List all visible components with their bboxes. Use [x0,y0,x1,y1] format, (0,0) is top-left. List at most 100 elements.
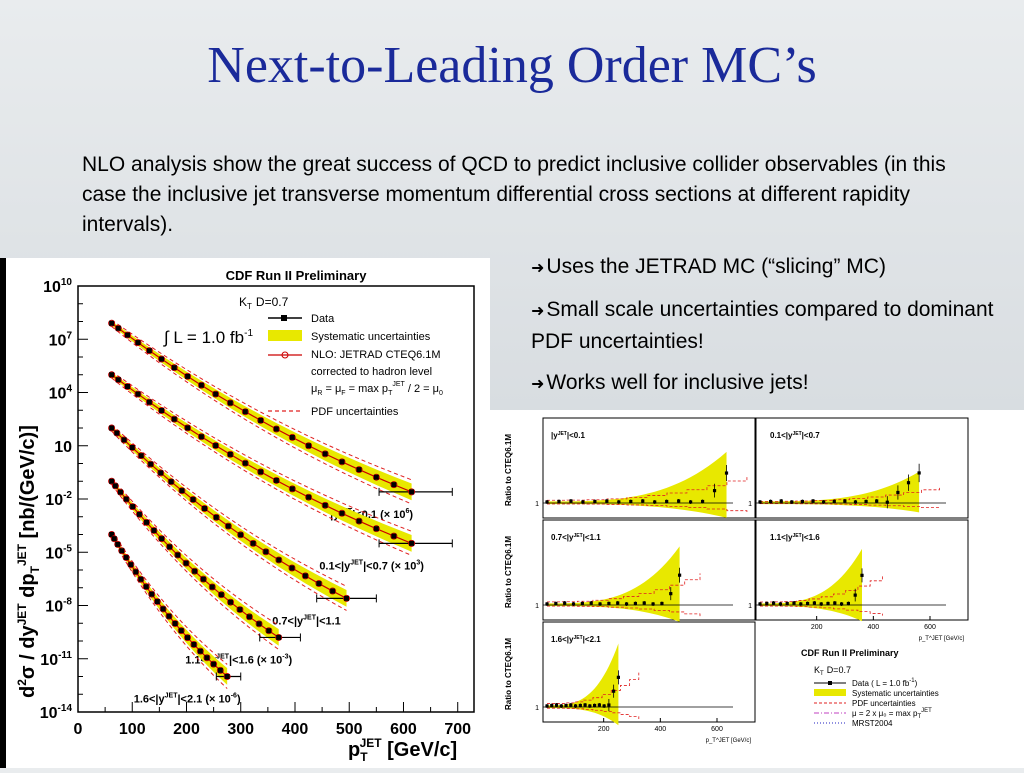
data-point [322,502,328,508]
nlo-point [184,424,192,432]
ratio-data-point [545,500,549,504]
ratio-data-point [569,703,573,707]
nlo-point [137,575,145,583]
nlo-point [390,481,398,489]
ratio-data-point [616,675,620,679]
nlo-point [321,450,329,458]
y-tick-label: 107 [49,330,73,349]
bullet-text: Works well for inclusive jets! [546,371,809,394]
data-point [289,486,295,492]
data-point [109,425,115,431]
data-point [276,634,282,640]
ratio-data-point [853,593,857,597]
data-point [209,584,215,590]
data-point [273,426,279,432]
ratio-data-point [724,471,729,475]
y-tick-label: 10-5 [45,543,72,562]
nlo-point [212,442,220,450]
legend-syst-swatch [268,330,302,341]
y-tick-label: 10-8 [45,597,72,616]
nlo-point [165,612,173,620]
data-point [185,635,191,641]
ratio-panel-2: 0.7<|yJET|<1.1 1 [535,519,756,622]
ratio-chart: Ratio to CTEQ6.1M Ratio to CTEQ6.1M Ratio … [504,417,969,744]
ratio-data-point [860,573,864,577]
ratio-data-point [605,499,609,503]
series-label: 0.1<|yJET|<0.7 (× 103) [319,559,424,572]
ratio-xlabel: p_T^JET [GeV/c] [919,636,965,642]
x-tick-label: 0 [74,721,83,738]
cross-section-chart: CDF Run II Preliminary 0 100 200 300 400 500 6… [15,268,475,764]
pdf-uncertainty-line [111,319,412,481]
main-axes: 0 100 200 300 400 500 600 700 1010 107 104 10 10-2 10… [40,277,475,738]
pdf-uncertainty-line [111,424,347,587]
bullet-text: Uses the JETRAD MC (“slicing” MC) [546,255,886,278]
ratio-data-point [800,499,805,504]
bullet-item: ➜Uses the JETRAD MC (“slicing” MC) [531,252,1001,284]
nlo-point [167,478,175,486]
ratio-data-point [758,500,762,504]
data-point [119,548,125,554]
data-point [202,505,208,511]
legend-scale: μR = μF = max pTJET / 2 = μ0 [311,381,443,397]
nlo-point [148,590,156,598]
data-point [138,576,144,582]
data-point [228,599,234,605]
ratio-syst-band [760,548,862,622]
nlo-point [197,381,205,389]
algo-label: K [239,295,247,309]
data-point [151,527,157,533]
ratio-data-point [769,499,773,504]
ratio-pdf-line [547,503,748,513]
nlo-point [203,654,211,662]
nlo-point [174,551,182,559]
nlo-point [305,493,313,501]
ratio-data-point [593,703,597,708]
nlo-point [128,444,136,452]
ratio-data-point [580,601,584,606]
ratio-data-point [678,573,682,577]
bullet-text: Small scale uncertainties compared to do… [531,298,994,353]
pdf-uncertainty-line [111,371,412,532]
data-point [167,544,173,550]
data-point [409,540,415,546]
nlo-point [355,517,363,525]
ratio-data-point [840,602,844,606]
cross-section-figure: CDF Run II Preliminary 0 100 200 300 400 500 6… [0,258,490,768]
data-point [159,408,165,414]
svg-text:KTD=0.7: KT D=0.7 [239,295,289,311]
series-2: 0.7<|yJET|<1.1 [108,424,377,627]
nlo-point [196,647,204,655]
ratio-xtick-label: 600 [711,726,723,733]
data-point [238,532,244,538]
data-point [171,416,177,422]
nlo-point [272,425,280,433]
nlo-point [134,390,142,398]
ratio-data-point [578,703,582,708]
nlo-point [132,568,140,576]
nlo-prediction-line [111,374,412,544]
nlo-point [265,627,273,635]
ratio-data-point [589,601,593,605]
data-point [133,569,139,575]
pdf-uncertainty-line [111,377,412,556]
ratio-data-point [833,601,837,605]
nlo-point [191,567,199,575]
data-point [128,562,134,568]
nlo-point [108,477,116,485]
data-point [339,459,345,465]
nlo-point [255,620,263,628]
ratio-data-point [864,499,868,504]
nlo-point [372,525,380,533]
arrow-icon: ➜ [531,303,545,320]
data-point [344,595,350,601]
nlo-point [272,476,280,484]
ratio-data-point [593,499,597,504]
y-tick-label: 10 [54,439,72,456]
nlo-point [150,526,158,534]
ratio-syst-band [760,471,920,513]
nlo-point [114,376,122,384]
systematic-band [111,372,412,552]
ratio-data-point [545,602,549,606]
data-point [183,560,189,566]
